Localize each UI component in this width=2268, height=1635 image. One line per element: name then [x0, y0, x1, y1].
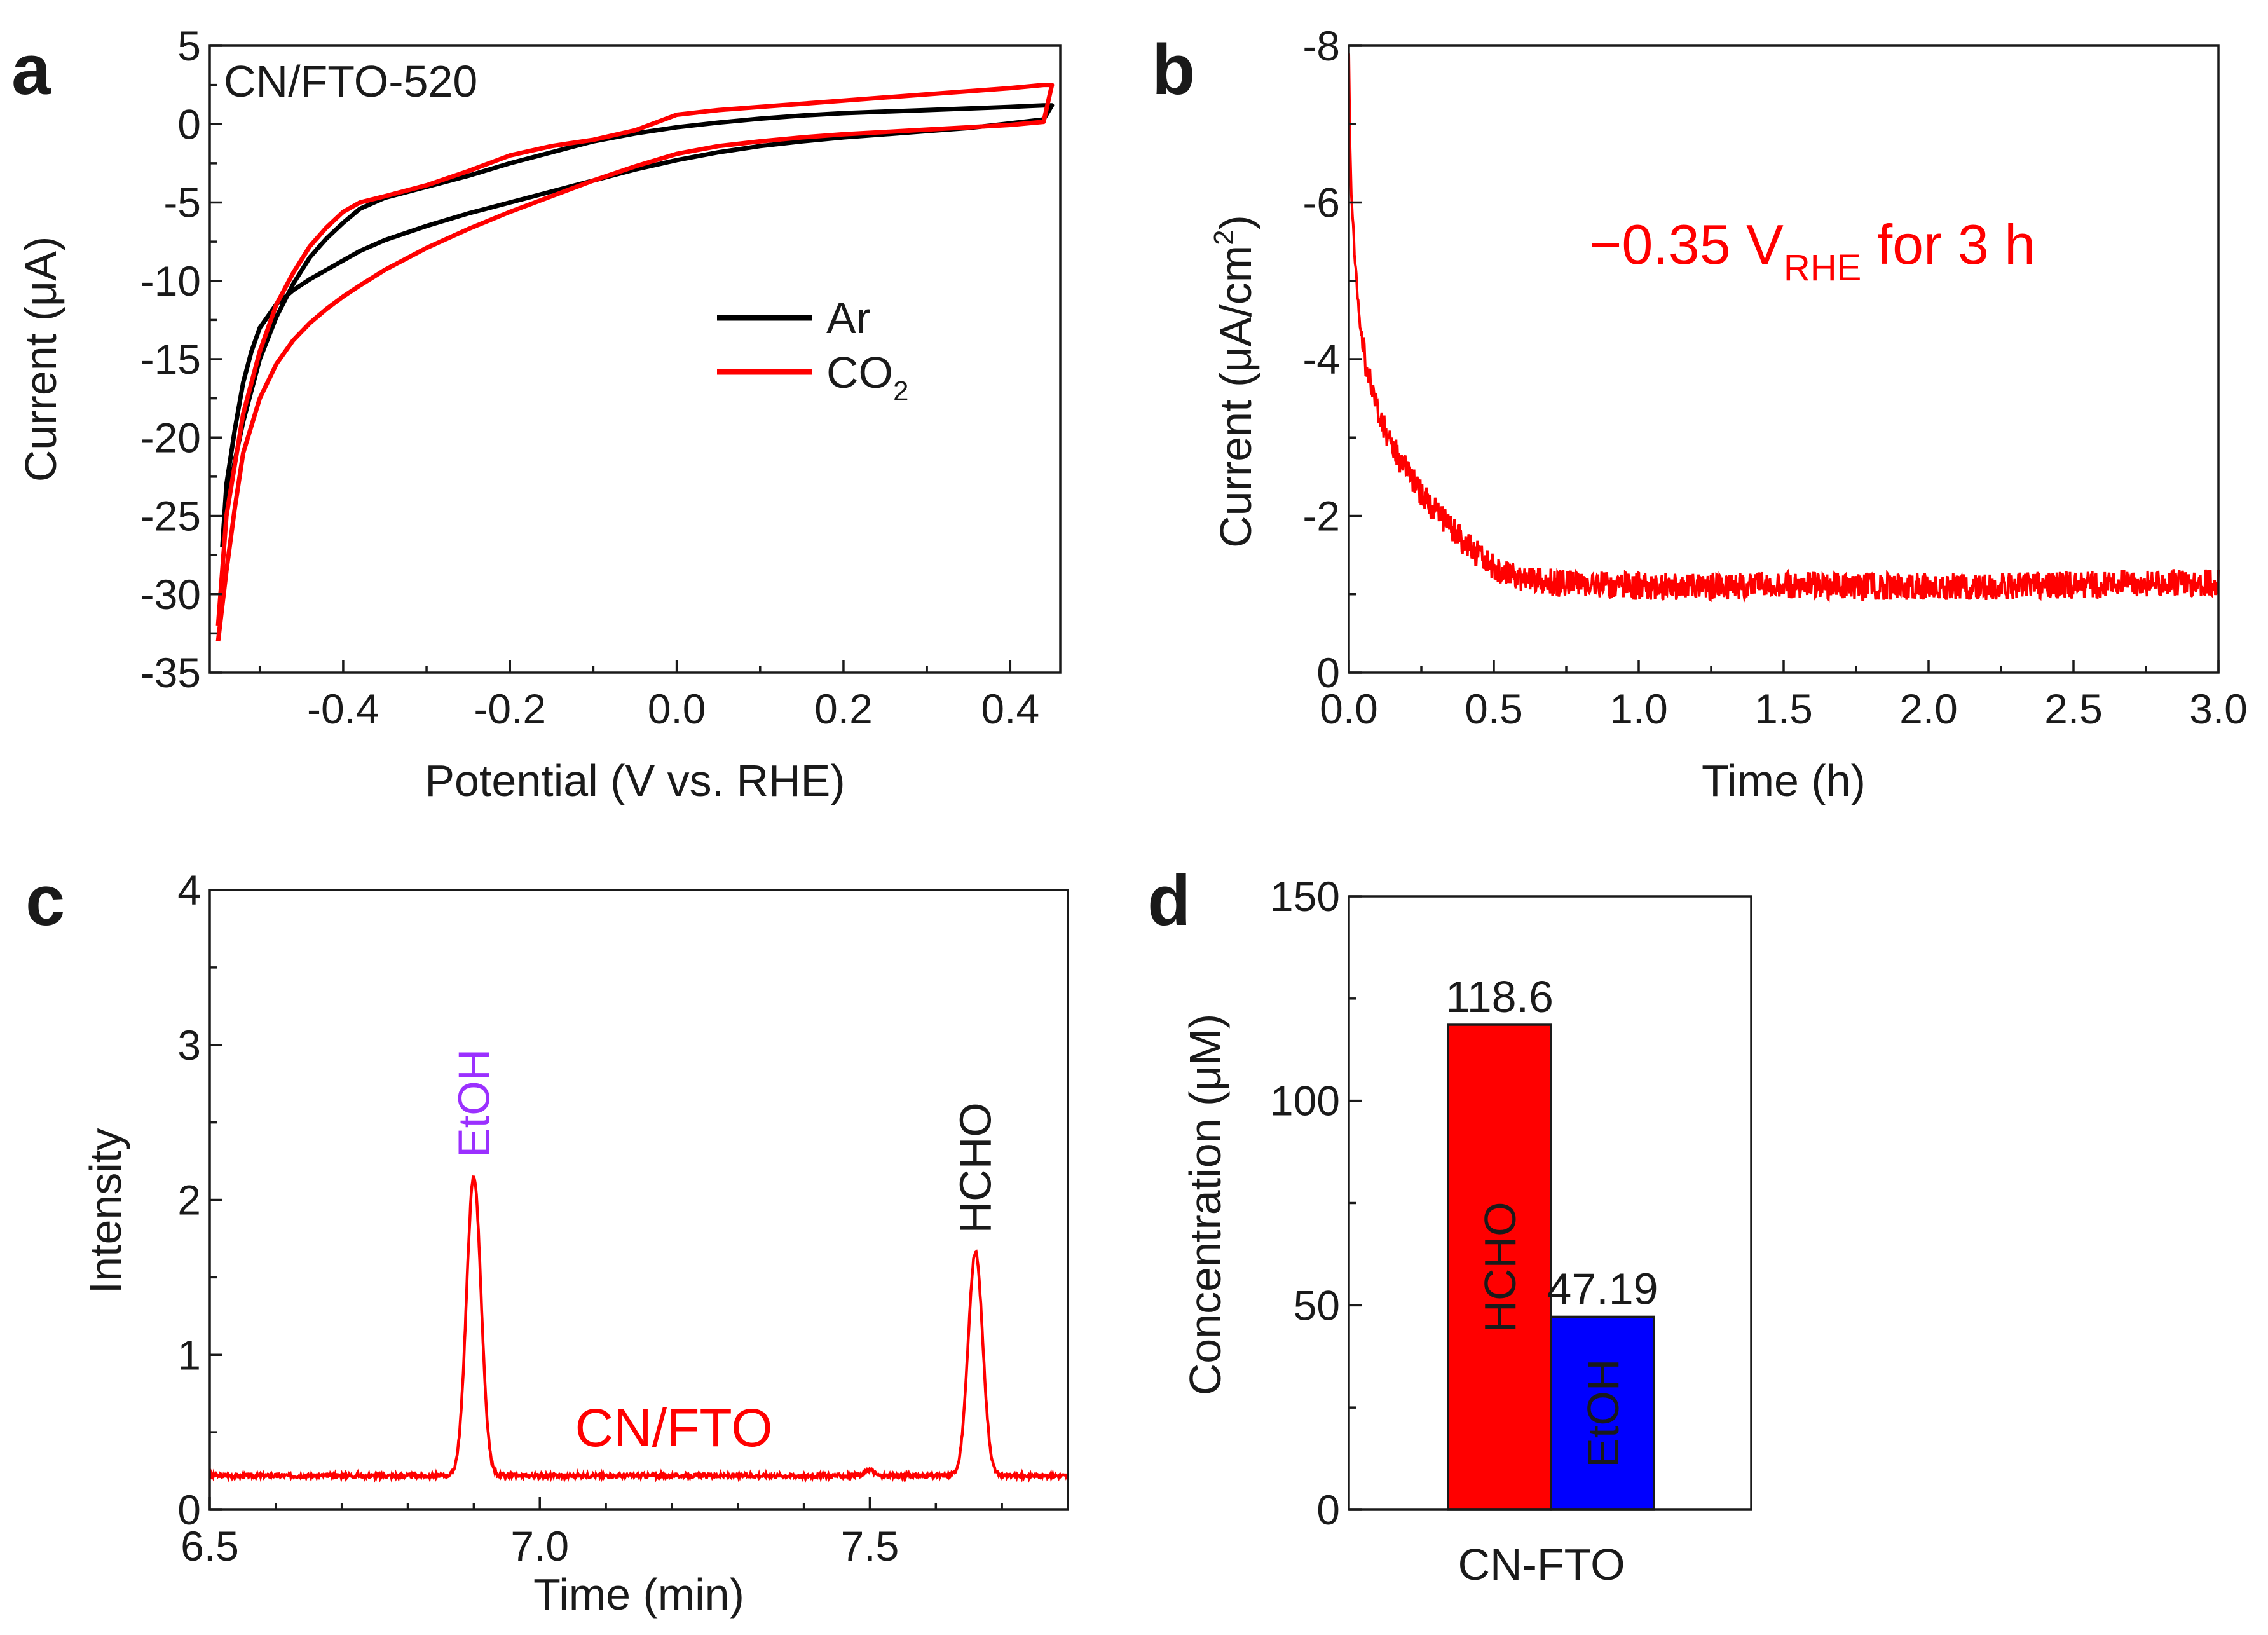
panel-c: c 6.5 7.0 7.5 0 1 2 3 4 EtOH HCHO CN/FTO Time (m…	[25, 861, 1069, 1619]
bar-value-etoh: 47.19	[1547, 1264, 1658, 1313]
b-ytick-label: -2	[1302, 493, 1340, 540]
c-ytick-label: 1	[177, 1331, 201, 1378]
panel-c-ylabel: Intensity	[81, 1128, 130, 1294]
c-ytick-label: 4	[177, 866, 201, 913]
concentration-bars: 118.6 HCHO 47.19 EtOH	[1445, 972, 1658, 1511]
panel-d-ylabel: Concentration (μM)	[1180, 1014, 1230, 1396]
gc-trace	[208, 1175, 1069, 1483]
panel-a-frame	[208, 44, 1062, 674]
c-ytick-label: 0	[177, 1486, 201, 1533]
panel-b-annotation: −0.35 VRHE for 3 h	[1589, 213, 2035, 289]
chronoamperometry-curve	[1348, 53, 2220, 603]
panel-d-axes: 0 50 100 150	[1270, 873, 1362, 1533]
bar-label-etoh: EtOH	[1578, 1359, 1628, 1468]
b-xtick-label: 0.5	[1465, 685, 1523, 732]
panel-a-ylabel: Current (μA)	[16, 236, 65, 482]
c-xtick-label: 7.5	[841, 1522, 899, 1570]
b-xtick-label: 2.0	[1899, 685, 1958, 732]
annotation-subscript: RHE	[1784, 247, 1861, 289]
panel-a-title: CN/FTO-520	[224, 57, 477, 106]
a-ytick-label: -10	[140, 257, 201, 304]
a-xtick-label: -0.2	[474, 685, 546, 732]
cv-series-co2	[215, 83, 1055, 642]
bar-etoh	[1550, 1315, 1655, 1511]
current-trace	[1348, 53, 2220, 603]
panel-c-xlabel: Time (min)	[533, 1570, 744, 1619]
d-ytick-label: 0	[1316, 1486, 1340, 1533]
peak-label-etoh: EtOH	[449, 1049, 498, 1158]
b-xtick-label: 0.0	[1320, 685, 1378, 732]
legend-co2-main: CO	[826, 348, 893, 397]
panel-c-axes: 6.5 7.0 7.5 0 1 2 3 4	[177, 866, 1069, 1570]
cv-curves	[215, 83, 1055, 642]
a-xtick-label: 0.0	[648, 685, 706, 732]
bar-label-hcho: HCHO	[1475, 1201, 1525, 1332]
a-ytick-label: -5	[163, 179, 201, 226]
a-xtick-label: 0.2	[814, 685, 873, 732]
panel-b-letter: b	[1152, 30, 1195, 109]
b-ytick-label: -4	[1302, 336, 1340, 383]
bar-hcho	[1447, 1023, 1552, 1511]
b-xtick-label: 2.5	[2044, 685, 2103, 732]
a-ytick-label: 0	[177, 100, 201, 147]
ylabel-close: )	[1211, 215, 1260, 229]
legend-ar-label: Ar	[826, 293, 871, 343]
panel-a-letter: a	[11, 30, 51, 109]
panel-a-xlabel: Potential (V vs. RHE)	[425, 756, 845, 805]
panel-d-letter: d	[1147, 861, 1191, 940]
legend-co2-label: CO2	[826, 348, 908, 407]
annotation-potential: −0.35 V	[1589, 213, 1784, 276]
panel-c-letter: c	[25, 861, 65, 940]
a-xtick-label: -0.4	[307, 685, 379, 732]
panel-c-series-label: CN/FTO	[575, 1398, 772, 1458]
panel-b-ylabel: Current (μA/cm2)	[1208, 215, 1260, 548]
b-xtick-label: 3.0	[2189, 685, 2248, 732]
panel-b-axes: 0.0 0.5 1.0 1.5 2.0 2.5 3.0 -8 -6 -4 -2 0	[1302, 22, 2248, 732]
annotation-duration: for 3 h	[1861, 213, 2035, 276]
d-ytick-label: 50	[1294, 1282, 1340, 1329]
d-ytick-label: 100	[1270, 1077, 1340, 1125]
ylabel-superscript: 2	[1208, 229, 1240, 245]
panel-d-xlabel: CN-FTO	[1458, 1540, 1625, 1589]
a-ytick-label: -30	[140, 571, 201, 618]
a-ytick-label: -20	[140, 414, 201, 461]
a-xtick-label: 0.4	[981, 685, 1039, 732]
panel-b: b 0.0 0.5 1.0 1.5 2.0 2.5 3.0 -8 -6 -4 -2 0 −0.35 V…	[1152, 22, 2248, 805]
c-ytick-label: 3	[177, 1022, 201, 1069]
cv-series-ar	[220, 103, 1055, 548]
panel-a-legend: Ar CO2	[717, 293, 908, 407]
c-ytick-label: 2	[177, 1177, 201, 1224]
d-ytick-label: 150	[1270, 873, 1340, 920]
legend-co2-subscript: 2	[893, 376, 908, 407]
b-ytick-label: 0	[1316, 649, 1340, 696]
bar-value-hcho: 118.6	[1445, 972, 1554, 1022]
b-xtick-label: 1.5	[1754, 685, 1813, 732]
chromatogram-line	[208, 1175, 1069, 1483]
panel-b-xlabel: Time (h)	[1702, 756, 1866, 805]
panel-d: d 118.6 HCHO 47.19 EtOH 0 50 100 150 CN-FTO Co…	[1147, 861, 1752, 1589]
b-xtick-label: 1.0	[1609, 685, 1668, 732]
panel-a-axes: -0.4 -0.2 0.0 0.2 0.4 5 0 -5 -10 -15 -20 -25 -30 -35	[140, 22, 1040, 732]
b-ytick-label: -8	[1302, 22, 1340, 69]
a-ytick-label: -35	[140, 649, 201, 696]
a-ytick-label: 5	[177, 22, 201, 69]
ylabel-main: Current (μA/cm	[1211, 245, 1260, 548]
peak-label-hcho: HCHO	[951, 1102, 1001, 1233]
b-ytick-label: -6	[1302, 179, 1340, 226]
a-ytick-label: -25	[140, 493, 201, 540]
peak-labels: EtOH HCHO	[449, 1049, 1000, 1234]
c-xtick-label: 7.0	[510, 1522, 569, 1570]
a-ytick-label: -15	[140, 336, 201, 383]
panel-a: a -0.4 -0.2 0.0 0.2 0.4 5 0 -5 -10 -15 -20 -25 -30 -3…	[11, 22, 1062, 805]
c-xtick-label: 6.5	[181, 1522, 239, 1570]
